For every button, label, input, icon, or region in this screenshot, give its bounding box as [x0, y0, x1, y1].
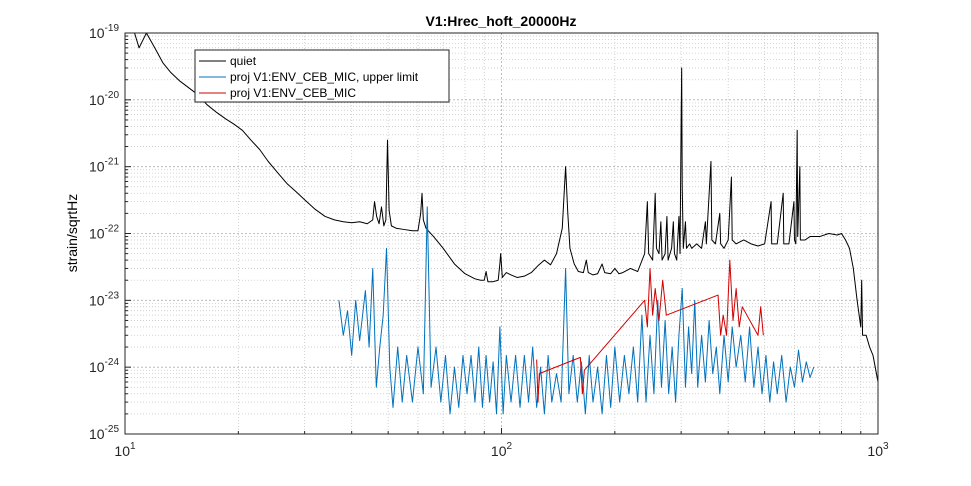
y-tick-label-exponent: -23	[105, 290, 120, 301]
y-tick-label-base: 10	[89, 426, 105, 442]
series-layer	[134, 33, 878, 415]
y-tick-label-base: 10	[89, 159, 105, 175]
x-tick-label-exponent: 3	[883, 441, 889, 452]
x-tick-label: 102	[491, 441, 513, 459]
x-tick-label-exponent: 1	[130, 441, 136, 452]
chart-title: V1:Hrec_hoft_20000Hz	[426, 13, 577, 29]
y-tick-label: 10-19	[89, 23, 119, 41]
y-tick-label: 10-21	[89, 157, 119, 175]
legend-label: quiet	[230, 54, 257, 68]
legend-box	[194, 49, 450, 103]
y-tick-label-exponent: -19	[105, 23, 120, 34]
y-tick-label-base: 10	[89, 292, 105, 308]
x-tick-label-base: 10	[867, 443, 883, 459]
ticks-layer	[124, 32, 879, 435]
x-tick-label: 103	[867, 441, 889, 459]
y-tick-label-exponent: -20	[105, 90, 120, 101]
series-line-2	[338, 206, 815, 415]
x-tick-label: 101	[114, 441, 136, 459]
x-tick-label-base: 10	[491, 443, 507, 459]
y-axis-label: strain/sqrtHz	[64, 194, 80, 273]
y-tick-label-base: 10	[89, 92, 105, 108]
y-tick-label-base: 10	[89, 359, 105, 375]
x-tick-labels: 101 102 103	[114, 441, 889, 459]
y-tick-label: 10-20	[89, 90, 119, 108]
y-tick-label: 10-25	[89, 424, 119, 442]
y-tick-label-base: 10	[89, 226, 105, 242]
legend-label: proj V1:ENV_CEB_MIC, upper limit	[230, 70, 419, 84]
y-tick-label: 10-23	[89, 290, 119, 308]
legend: quiet proj V1:ENV_CEB_MIC, upper limit pro…	[194, 49, 450, 103]
y-tick-label-exponent: -25	[105, 424, 120, 435]
y-tick-label: 10-24	[89, 357, 119, 375]
series-line-3	[536, 259, 764, 403]
y-tick-label-base: 10	[89, 25, 105, 41]
y-tick-label-exponent: -22	[105, 224, 120, 235]
x-tick-label-base: 10	[114, 443, 130, 459]
y-tick-label-exponent: -21	[105, 157, 120, 168]
x-tick-label-exponent: 2	[507, 441, 513, 452]
y-tick-label-exponent: -24	[105, 357, 120, 368]
series-line-1	[134, 33, 878, 383]
legend-label: proj V1:ENV_CEB_MIC	[230, 86, 356, 100]
y-tick-label: 10-22	[89, 224, 119, 242]
